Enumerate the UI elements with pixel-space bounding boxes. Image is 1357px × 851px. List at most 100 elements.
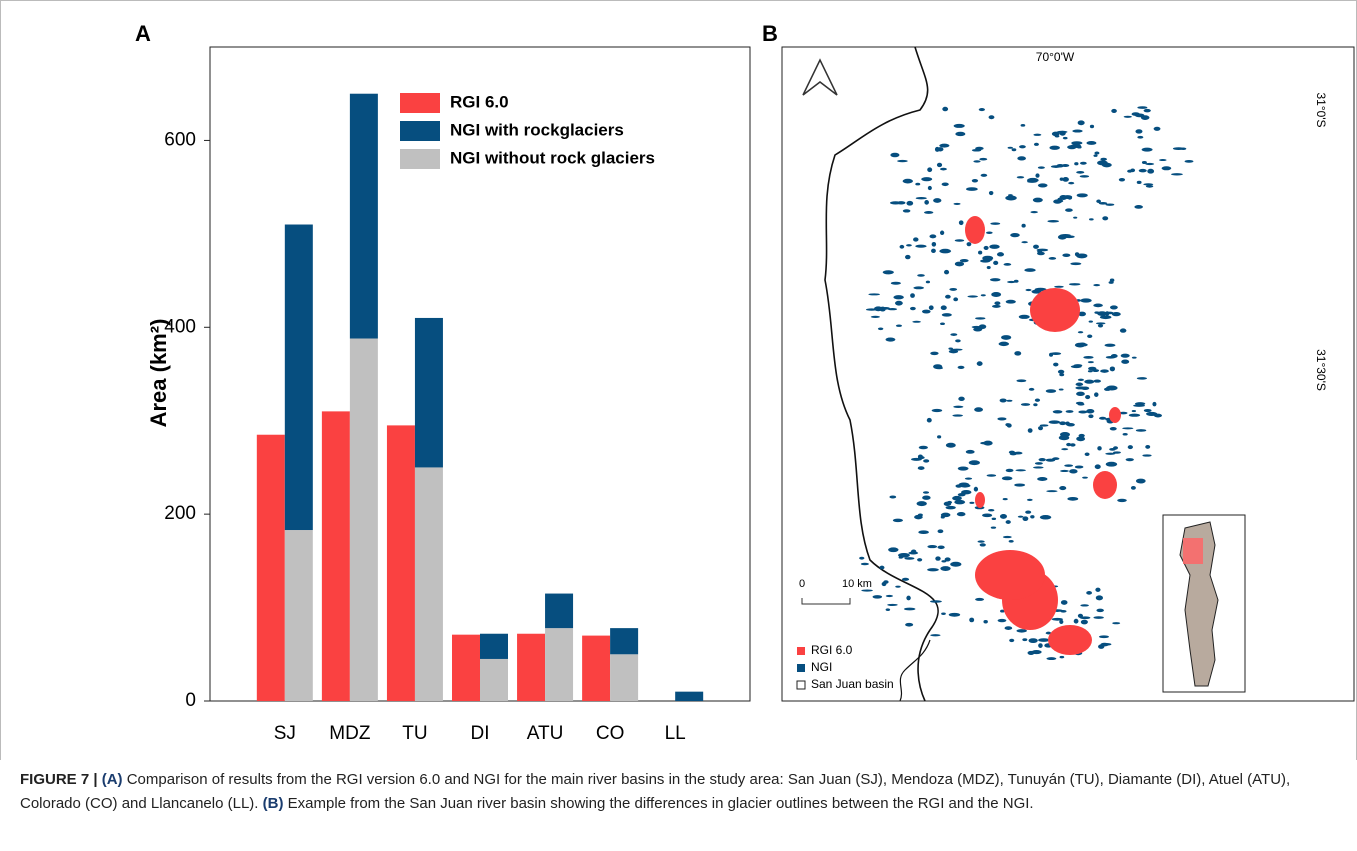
glacier-ngi — [1033, 466, 1044, 469]
glacier-ngi — [1088, 414, 1094, 419]
glacier-ngi — [1153, 126, 1161, 131]
glacier-ngi — [1074, 252, 1080, 257]
glacier-ngi — [1130, 485, 1136, 490]
glacier-ngi — [1038, 458, 1046, 462]
glacier-ngi — [1067, 195, 1073, 200]
glacier-ngi — [928, 305, 934, 311]
glacier-ngi — [1158, 159, 1167, 162]
glacier-ngi — [1135, 429, 1147, 432]
glacier-ngi — [889, 495, 897, 499]
glacier-ngi — [917, 558, 923, 562]
glacier-ngi — [1087, 370, 1093, 373]
glacier-ngi — [1099, 416, 1107, 420]
glacier-ngi — [913, 286, 925, 290]
glacier-ngi — [1076, 391, 1085, 396]
glacier-ngi — [1005, 195, 1017, 201]
glacier-ngi — [1000, 609, 1005, 613]
glacier-ngi — [1097, 311, 1107, 316]
glacier-ngi — [1153, 413, 1163, 418]
glacier-ngi — [892, 518, 904, 523]
glacier-ngi — [1020, 124, 1026, 127]
glacier-ngi — [1131, 409, 1137, 413]
panel-label: A — [135, 21, 151, 46]
glacier-ngi — [1105, 452, 1116, 455]
glacier-ngi — [1113, 451, 1121, 454]
glacier-ngi — [939, 230, 945, 236]
scale-bar — [801, 598, 851, 605]
caption-panel: (B) — [262, 795, 284, 812]
y-tick-label: 600 — [164, 129, 196, 150]
glacier-ngi — [1078, 410, 1088, 414]
glacier-ngi — [1077, 378, 1084, 381]
x-tick-label: LL — [665, 723, 686, 744]
glacier-ngi — [1064, 464, 1074, 467]
glacier-ngi — [1007, 146, 1013, 149]
glacier-ngi — [1135, 129, 1143, 134]
x-tick-label: TU — [402, 723, 427, 744]
glacier-ngi — [952, 414, 964, 417]
glacier-ngi — [1097, 323, 1104, 328]
glacier-ngi — [1088, 320, 1093, 323]
glacier-ngi — [959, 259, 969, 263]
glacier-ngi — [1086, 591, 1093, 595]
legend-swatch — [400, 93, 440, 113]
glacier-ngi — [873, 306, 883, 312]
glacier-ngi — [953, 123, 965, 128]
glacier-ngi — [945, 294, 951, 299]
glacier-ngi — [1095, 322, 1106, 325]
glacier-ngi — [948, 612, 961, 617]
glacier-ngi — [992, 304, 1001, 308]
bar — [610, 654, 639, 701]
glacier-ngi — [1014, 351, 1022, 356]
glacier-ngi — [1080, 161, 1087, 165]
glacier-ngi — [1135, 478, 1146, 484]
glacier-ngi — [1118, 411, 1128, 415]
glacier-ngi — [988, 508, 995, 512]
glacier-ngi — [1093, 379, 1101, 383]
glacier-ngi — [887, 603, 898, 606]
glacier-ngi — [901, 577, 910, 581]
glacier-ngi — [1130, 168, 1136, 173]
glacier-ngi — [1099, 315, 1112, 320]
glacier-ngi — [1093, 154, 1098, 157]
bar — [349, 93, 378, 339]
glacier-ngi — [957, 365, 965, 369]
legend-label: NGI without rock glaciers — [450, 148, 655, 167]
glacier-ngi — [885, 594, 894, 598]
basin-boundary — [824, 46, 939, 702]
glacier-ngi — [1079, 616, 1091, 620]
glacier-ngi — [1106, 385, 1118, 391]
glacier-ngi — [1068, 283, 1081, 286]
glacier-ngi — [940, 167, 947, 171]
glacier-ngi — [937, 435, 942, 439]
glacier-ngi — [898, 556, 903, 559]
glacier-ngi — [1122, 432, 1128, 436]
bar — [582, 635, 611, 701]
glacier-ngi — [973, 160, 981, 163]
glacier-ngi — [1095, 595, 1103, 601]
glacier-ngi — [1122, 427, 1134, 430]
glacier-ngi — [1056, 130, 1068, 134]
scale-label: 0 — [799, 578, 805, 590]
glacier-ngi — [1112, 622, 1121, 625]
glacier-ngi — [904, 557, 915, 560]
glacier-ngi — [986, 265, 991, 270]
glacier-ngi — [941, 313, 952, 317]
glacier-ngi — [930, 600, 942, 603]
glacier-ngi — [1077, 402, 1085, 406]
glacier-ngi — [1053, 199, 1062, 204]
glacier-ngi — [1143, 183, 1154, 186]
glacier-ngi — [1003, 263, 1012, 266]
glacier-ngi — [1051, 131, 1060, 137]
glacier-ngi — [925, 280, 931, 284]
glacier-ngi — [979, 543, 986, 547]
glacier-ngi — [1075, 382, 1084, 387]
glacier-ngi — [1059, 432, 1070, 438]
glacier-ngi — [965, 187, 978, 191]
glacier-ngi — [980, 294, 986, 297]
glacier-ngi — [897, 159, 908, 163]
glacier-rgi — [1048, 625, 1092, 655]
glacier-ngi — [1059, 486, 1067, 491]
glacier-ngi — [930, 351, 939, 356]
glacier-ngi — [1008, 194, 1013, 197]
